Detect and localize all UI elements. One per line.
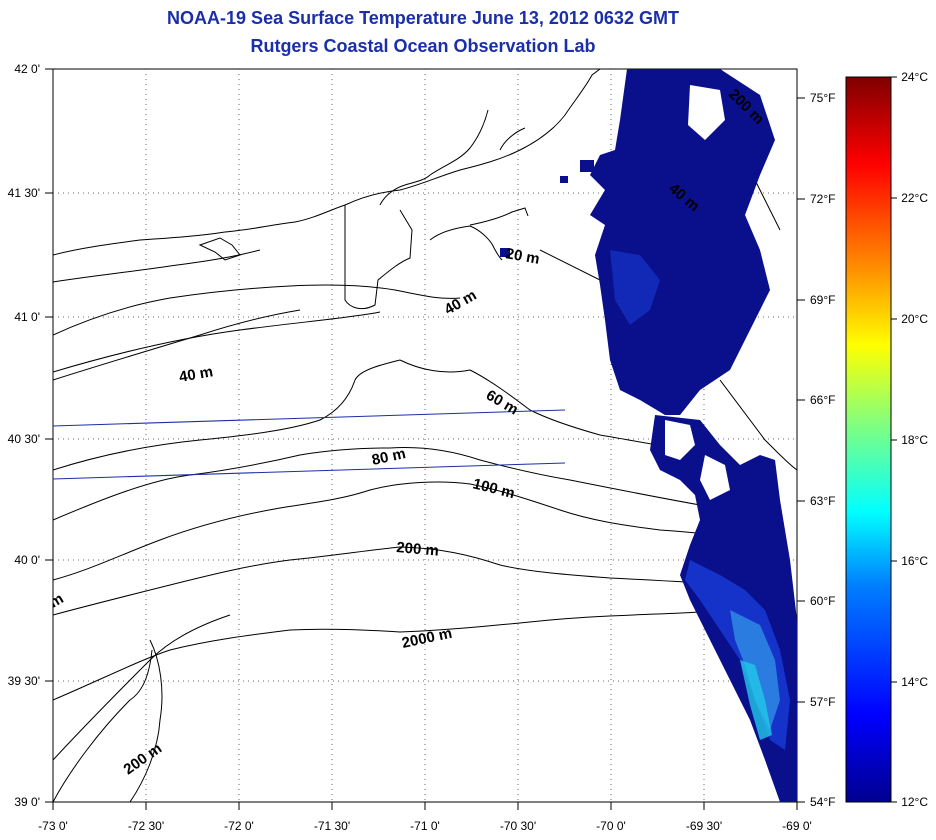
lat-label: 41 30' — [8, 186, 40, 200]
transect-lines — [53, 409, 566, 480]
map-ticks — [45, 68, 798, 810]
longitude-labels: -73 0' -72 30' -72 0' -71 30' -71 0' -70… — [38, 819, 812, 833]
lat-label: 41 0' — [14, 310, 40, 324]
colorbar-ticks — [891, 76, 897, 803]
lon-label: -69 30' — [686, 819, 722, 833]
celsius-label: 22°C — [901, 191, 928, 205]
fahrenheit-label: 57°F — [810, 695, 835, 709]
fahrenheit-label: 63°F — [810, 494, 835, 508]
map-subtitle: Rutgers Coastal Ocean Observation Lab — [250, 36, 596, 56]
lat-label: 39 30' — [8, 674, 40, 688]
fahrenheit-label: 54°F — [810, 795, 835, 809]
latitude-labels: 42 0' 41 30' 41 0' 40 30' 40 0' 39 30' 3… — [8, 62, 40, 809]
celsius-label: 16°C — [901, 554, 928, 568]
isobath-lines — [53, 109, 797, 802]
colorbar — [845, 76, 892, 803]
sst-data-patches — [500, 69, 797, 802]
celsius-label: 20°C — [901, 312, 928, 326]
lat-label: 40 30' — [8, 432, 40, 446]
lat-label: 40 0' — [14, 553, 40, 567]
celsius-scale: 24°C 22°C 20°C 18°C 16°C 14°C 12°C — [901, 70, 928, 809]
lon-label: -73 0' — [38, 819, 68, 833]
fahrenheit-label: 69°F — [810, 293, 835, 307]
isobath-label-40m-west: 40 m — [178, 363, 215, 386]
map-title: NOAA-19 Sea Surface Temperature June 13,… — [167, 8, 679, 28]
celsius-label: 12°C — [901, 795, 928, 809]
fahrenheit-label: 75°F — [810, 91, 835, 105]
lat-label: 42 0' — [14, 62, 40, 76]
isobath-label-80m: 80 m — [370, 445, 407, 469]
lat-label: 39 0' — [14, 795, 40, 809]
lon-label: -72 30' — [128, 819, 164, 833]
lon-label: -70 0' — [596, 819, 626, 833]
lon-label: -71 30' — [314, 819, 350, 833]
fahrenheit-scale: 75°F 72°F 69°F 66°F 63°F 60°F 57°F 54°F — [797, 91, 835, 809]
celsius-label: 14°C — [901, 675, 928, 689]
isobath-label-20m: 20 m — [504, 245, 541, 268]
lon-label: -69 0' — [782, 819, 812, 833]
lon-label: -71 0' — [410, 819, 440, 833]
celsius-label: 18°C — [901, 433, 928, 447]
lon-label: -72 0' — [224, 819, 254, 833]
isobath-label-200m-mid: 200 m — [396, 539, 440, 560]
fahrenheit-label: 66°F — [810, 393, 835, 407]
fahrenheit-label: 60°F — [810, 594, 835, 608]
fahrenheit-label: 72°F — [810, 192, 835, 206]
celsius-label: 24°C — [901, 70, 928, 84]
lon-label: -70 30' — [500, 819, 536, 833]
coastline — [53, 69, 601, 310]
